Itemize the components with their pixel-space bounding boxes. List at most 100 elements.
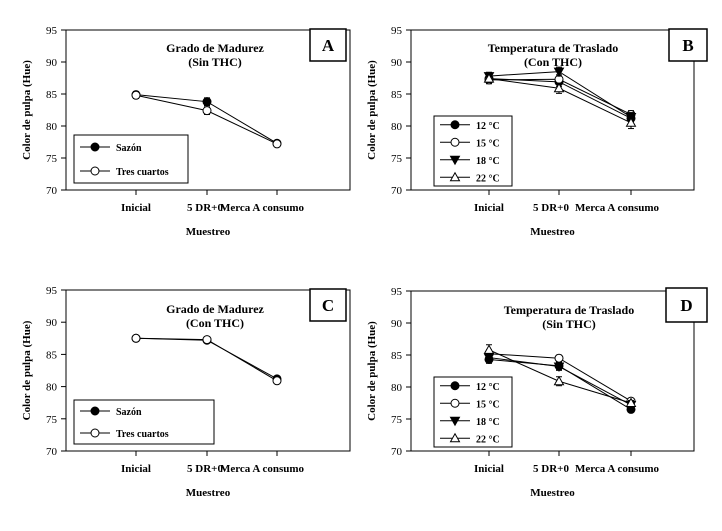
- data-point: [553, 375, 565, 386]
- plot-frame: [410, 290, 695, 452]
- legend-box: [433, 376, 513, 448]
- series-2: [131, 90, 282, 149]
- x-tick-label: Merca A consumo: [220, 463, 305, 475]
- plot-frame: [65, 29, 351, 191]
- panel-letter: B: [682, 36, 693, 55]
- series-4: [483, 344, 637, 407]
- data-point: [131, 90, 141, 100]
- chart-subtitle: (Con THC): [186, 316, 244, 330]
- legend-label: 18 °C: [476, 417, 500, 428]
- legend-marker: [449, 432, 461, 443]
- x-tick-label: Inicial: [121, 463, 151, 475]
- chart-subtitle: (Sin THC): [188, 55, 241, 69]
- series-2: [131, 333, 282, 386]
- y-tick-label: 70: [46, 446, 58, 458]
- legend-marker: [90, 428, 100, 438]
- y-tick-label: 95: [391, 286, 403, 298]
- legend-marker: [450, 381, 460, 391]
- legend-label: 18 °C: [476, 156, 500, 167]
- legend-box: [433, 115, 513, 187]
- x-axis-label: Muestreo: [530, 226, 575, 238]
- y-tick-label: 70: [391, 446, 403, 458]
- legend-marker: [450, 398, 460, 408]
- chart-title: Temperatura de Traslado: [504, 303, 634, 317]
- chart-panel-b: 70 75 80 85 90 95 Inicial 5 DR+0 Merca A consumo…: [366, 25, 708, 238]
- data-point: [625, 117, 637, 127]
- y-tick-label: 70: [46, 185, 58, 197]
- legend-marker: [449, 171, 461, 182]
- x-tick-label: Inicial: [121, 202, 151, 214]
- series-4: [483, 73, 637, 130]
- y-tick-label: 90: [391, 57, 403, 69]
- legend: Sazón Tres cuartos: [73, 399, 215, 445]
- x-tick-label: Merca A consumo: [220, 202, 305, 214]
- legend-marker: [90, 142, 100, 152]
- chart-title: Grado de Madurez: [166, 302, 264, 316]
- x-tick-label: 5 DR+0: [187, 202, 223, 214]
- y-tick-label: 75: [46, 414, 58, 426]
- chart-subtitle: (Sin THC): [542, 317, 595, 331]
- legend-label: 15 °C: [476, 399, 500, 410]
- x-tick-label: 5 DR+0: [533, 463, 569, 475]
- y-tick-label: 85: [46, 349, 58, 361]
- legend-marker: [449, 416, 461, 427]
- y-tick-label: 85: [391, 89, 403, 101]
- x-tick-label: 5 DR+0: [533, 202, 569, 214]
- y-tick-label: 75: [391, 414, 403, 426]
- legend-marker: [450, 137, 460, 147]
- panel-letter: C: [322, 296, 334, 315]
- legend-label: 15 °C: [476, 138, 500, 149]
- chart-title: Grado de Madurez: [166, 41, 264, 55]
- y-tick-label: 90: [46, 57, 58, 69]
- data-point: [483, 344, 495, 354]
- y-tick-label: 95: [46, 285, 58, 297]
- legend-label: 22 °C: [476, 173, 500, 184]
- y-tick-label: 85: [391, 350, 403, 362]
- panel-letter-box: [309, 28, 347, 62]
- data-point: [553, 82, 565, 93]
- y-axis-label: Color de pulpa (Hue): [21, 320, 33, 420]
- legend-marker: [90, 166, 100, 176]
- series-3: [483, 66, 637, 123]
- chart-title: Temperatura de Traslado: [488, 41, 618, 55]
- legend: 12 °C 15 °C 18 °C 22 °C: [433, 115, 513, 187]
- legend-label: Tres cuartos: [116, 167, 169, 178]
- legend-marker: [449, 155, 461, 166]
- x-tick-label: 5 DR+0: [187, 463, 223, 475]
- x-axis-label: Muestreo: [186, 487, 231, 499]
- panel-letter-box: [309, 288, 347, 322]
- data-point: [483, 73, 495, 83]
- data-point: [131, 333, 141, 343]
- data-point: [625, 397, 637, 407]
- data-point: [202, 97, 212, 107]
- panel-letter-box: [665, 287, 708, 323]
- legend-label: Sazón: [116, 407, 142, 418]
- legend-label: 12 °C: [476, 121, 500, 132]
- y-tick-label: 90: [46, 317, 58, 329]
- x-tick-label: Merca A consumo: [575, 463, 660, 475]
- data-point: [272, 139, 282, 149]
- y-axis-label: Color de pulpa (Hue): [366, 60, 378, 160]
- x-axis-label: Muestreo: [530, 487, 575, 499]
- x-tick-label: Merca A consumo: [575, 202, 660, 214]
- legend-label: 12 °C: [476, 382, 500, 393]
- y-tick-label: 90: [391, 318, 403, 330]
- legend: Sazón Tres cuartos: [73, 134, 189, 184]
- legend: 12 °C 15 °C 18 °C 22 °C: [433, 376, 513, 448]
- y-tick-label: 95: [391, 25, 403, 37]
- chart-subtitle: (Con THC): [524, 55, 582, 69]
- data-point: [553, 67, 565, 78]
- plot-frame: [65, 289, 351, 452]
- y-tick-label: 95: [46, 25, 58, 37]
- data-point: [202, 335, 212, 345]
- panel-letter: A: [322, 36, 335, 55]
- y-tick-label: 80: [391, 121, 403, 133]
- y-tick-label: 85: [46, 89, 58, 101]
- x-tick-label: Inicial: [474, 202, 504, 214]
- legend-label: 22 °C: [476, 434, 500, 445]
- y-axis-label: Color de pulpa (Hue): [21, 60, 33, 160]
- y-tick-label: 80: [46, 382, 58, 394]
- legend-marker: [90, 406, 100, 416]
